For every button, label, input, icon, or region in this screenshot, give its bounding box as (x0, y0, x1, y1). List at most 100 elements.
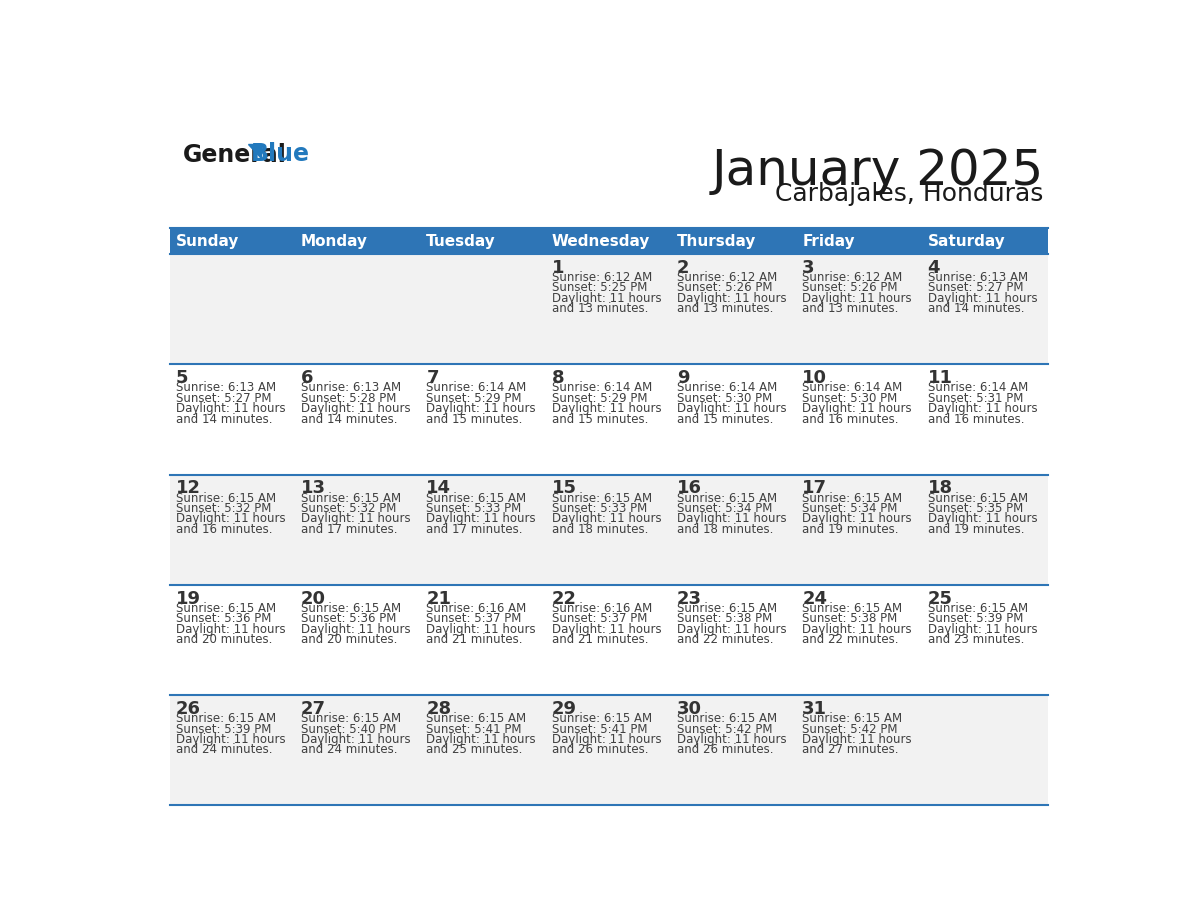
Bar (296, 475, 421, 585)
Text: 17: 17 (802, 479, 827, 498)
Bar (170, 364, 296, 475)
Bar (546, 364, 671, 475)
Text: Sunset: 5:42 PM: Sunset: 5:42 PM (677, 722, 772, 735)
Text: Sunset: 5:39 PM: Sunset: 5:39 PM (176, 722, 271, 735)
Text: Sunrise: 6:15 AM: Sunrise: 6:15 AM (176, 602, 276, 615)
Text: 16: 16 (677, 479, 702, 498)
Text: 10: 10 (802, 369, 827, 387)
Text: General: General (183, 143, 287, 167)
Text: Sunrise: 6:15 AM: Sunrise: 6:15 AM (301, 712, 402, 725)
Text: and 20 minutes.: and 20 minutes. (301, 633, 397, 646)
Bar (797, 364, 922, 475)
Text: Daylight: 11 hours: Daylight: 11 hours (301, 622, 411, 635)
Text: and 14 minutes.: and 14 minutes. (301, 412, 398, 426)
Bar (671, 364, 797, 475)
Text: and 16 minutes.: and 16 minutes. (802, 412, 899, 426)
Text: Daylight: 11 hours: Daylight: 11 hours (802, 292, 912, 305)
Bar (421, 254, 546, 364)
Bar (546, 585, 671, 695)
Text: Sunrise: 6:15 AM: Sunrise: 6:15 AM (677, 712, 777, 725)
Text: and 13 minutes.: and 13 minutes. (677, 302, 773, 315)
Text: Sunset: 5:29 PM: Sunset: 5:29 PM (551, 392, 647, 405)
Text: Sunrise: 6:14 AM: Sunrise: 6:14 AM (426, 381, 526, 395)
Text: 22: 22 (551, 589, 576, 608)
Text: 26: 26 (176, 700, 201, 718)
Bar (671, 475, 797, 585)
Text: Sunrise: 6:16 AM: Sunrise: 6:16 AM (551, 602, 652, 615)
Bar (546, 228, 671, 254)
Text: and 15 minutes.: and 15 minutes. (551, 412, 647, 426)
Text: Sunset: 5:37 PM: Sunset: 5:37 PM (551, 612, 647, 625)
Text: and 22 minutes.: and 22 minutes. (677, 633, 773, 646)
Bar (922, 585, 1048, 695)
Text: and 26 minutes.: and 26 minutes. (551, 744, 649, 756)
Text: Daylight: 11 hours: Daylight: 11 hours (677, 512, 786, 525)
Text: Carbajales, Honduras: Carbajales, Honduras (776, 182, 1043, 206)
Bar (797, 695, 922, 805)
Text: Daylight: 11 hours: Daylight: 11 hours (426, 512, 536, 525)
Text: Daylight: 11 hours: Daylight: 11 hours (176, 622, 285, 635)
Text: Daylight: 11 hours: Daylight: 11 hours (176, 733, 285, 746)
Polygon shape (248, 144, 261, 158)
Text: Sunrise: 6:15 AM: Sunrise: 6:15 AM (176, 712, 276, 725)
Text: 12: 12 (176, 479, 201, 498)
Text: 31: 31 (802, 700, 827, 718)
Text: Daylight: 11 hours: Daylight: 11 hours (551, 292, 662, 305)
Text: Sunset: 5:27 PM: Sunset: 5:27 PM (176, 392, 271, 405)
Text: Sunrise: 6:15 AM: Sunrise: 6:15 AM (928, 602, 1028, 615)
Text: Sunset: 5:41 PM: Sunset: 5:41 PM (551, 722, 647, 735)
Bar (671, 254, 797, 364)
Text: Sunset: 5:38 PM: Sunset: 5:38 PM (677, 612, 772, 625)
Text: 6: 6 (301, 369, 314, 387)
Text: Sunset: 5:30 PM: Sunset: 5:30 PM (677, 392, 772, 405)
Text: Sunrise: 6:15 AM: Sunrise: 6:15 AM (301, 492, 402, 505)
Text: Sunrise: 6:14 AM: Sunrise: 6:14 AM (551, 381, 652, 395)
Text: Daylight: 11 hours: Daylight: 11 hours (677, 733, 786, 746)
Text: Daylight: 11 hours: Daylight: 11 hours (551, 402, 662, 415)
Text: Sunrise: 6:15 AM: Sunrise: 6:15 AM (426, 712, 526, 725)
Text: and 24 minutes.: and 24 minutes. (176, 744, 272, 756)
Text: and 21 minutes.: and 21 minutes. (426, 633, 523, 646)
Bar (922, 695, 1048, 805)
Text: Sunset: 5:26 PM: Sunset: 5:26 PM (802, 282, 898, 295)
Text: 28: 28 (426, 700, 451, 718)
Text: 8: 8 (551, 369, 564, 387)
Bar (797, 475, 922, 585)
Text: and 20 minutes.: and 20 minutes. (176, 633, 272, 646)
Text: Daylight: 11 hours: Daylight: 11 hours (301, 402, 411, 415)
Bar (296, 254, 421, 364)
Text: 27: 27 (301, 700, 326, 718)
Text: Sunset: 5:34 PM: Sunset: 5:34 PM (677, 502, 772, 515)
Text: Sunset: 5:25 PM: Sunset: 5:25 PM (551, 282, 647, 295)
Text: Daylight: 11 hours: Daylight: 11 hours (176, 402, 285, 415)
Bar (421, 228, 546, 254)
Text: Daylight: 11 hours: Daylight: 11 hours (426, 402, 536, 415)
Text: Daylight: 11 hours: Daylight: 11 hours (802, 402, 912, 415)
Text: Blue: Blue (251, 141, 310, 166)
Bar (170, 228, 296, 254)
Text: Sunset: 5:36 PM: Sunset: 5:36 PM (176, 612, 271, 625)
Bar (671, 695, 797, 805)
Text: Sunset: 5:32 PM: Sunset: 5:32 PM (176, 502, 271, 515)
Text: Daylight: 11 hours: Daylight: 11 hours (928, 402, 1037, 415)
Text: 3: 3 (802, 259, 815, 276)
Text: and 18 minutes.: and 18 minutes. (551, 523, 647, 536)
Text: Daylight: 11 hours: Daylight: 11 hours (426, 622, 536, 635)
Text: 23: 23 (677, 589, 702, 608)
Text: Saturday: Saturday (928, 233, 1005, 249)
Bar (922, 228, 1048, 254)
Text: 13: 13 (301, 479, 326, 498)
Bar (922, 364, 1048, 475)
Text: and 16 minutes.: and 16 minutes. (928, 412, 1024, 426)
Text: Daylight: 11 hours: Daylight: 11 hours (551, 622, 662, 635)
Text: Sunrise: 6:15 AM: Sunrise: 6:15 AM (802, 712, 903, 725)
Bar (170, 695, 296, 805)
Bar (296, 585, 421, 695)
Text: Sunset: 5:36 PM: Sunset: 5:36 PM (301, 612, 397, 625)
Bar (797, 585, 922, 695)
Text: Daylight: 11 hours: Daylight: 11 hours (928, 292, 1037, 305)
Text: 4: 4 (928, 259, 940, 276)
Text: Monday: Monday (301, 233, 368, 249)
Text: 11: 11 (928, 369, 953, 387)
Text: Daylight: 11 hours: Daylight: 11 hours (677, 402, 786, 415)
